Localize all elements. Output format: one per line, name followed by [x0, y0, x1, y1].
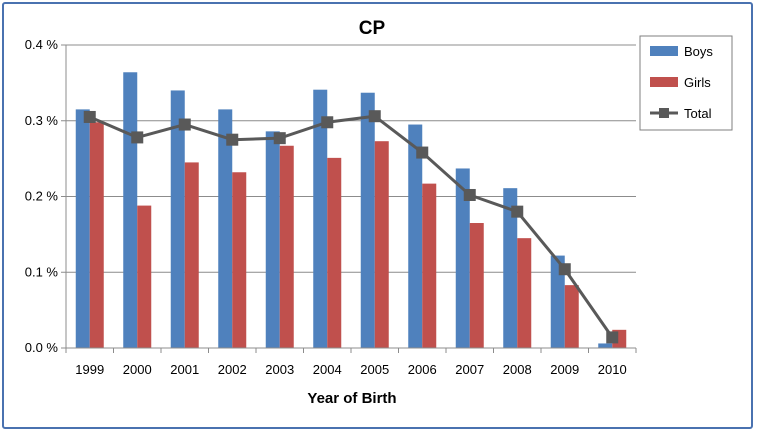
marker-total [606, 331, 619, 344]
x-tick-label: 1999 [75, 362, 104, 377]
y-tick-label: 0.1 % [25, 264, 59, 279]
bars [75, 72, 627, 349]
x-tick-label: 2001 [170, 362, 199, 377]
bar-girls [184, 162, 199, 348]
total-line [83, 110, 619, 344]
bar-boys [360, 92, 375, 348]
bar-girls [232, 172, 247, 348]
marker-total [321, 116, 334, 129]
marker-total [558, 263, 571, 276]
y-tick-label: 0.4 % [25, 37, 59, 52]
x-tick-label: 2007 [455, 362, 484, 377]
bar-girls [89, 122, 104, 348]
marker-total [368, 110, 381, 123]
bar-girls [469, 223, 484, 348]
chart-title: CP [359, 18, 386, 39]
bar-girls [517, 238, 532, 348]
y-tick-label: 0.3 % [25, 113, 59, 128]
y-axis: 0.0 % 0.1 % 0.2 % 0.3 % 0.4 % [25, 37, 67, 355]
bar-boys [170, 90, 185, 348]
legend-marker-total [659, 108, 669, 118]
bar-boys [123, 72, 138, 349]
legend: Boys Girls Total [639, 35, 733, 131]
x-tick-label: 2000 [123, 362, 152, 377]
bar-boys [598, 343, 613, 348]
bar-boys [75, 109, 90, 348]
x-tick-label: 2008 [503, 362, 532, 377]
x-tick-label: 2006 [408, 362, 437, 377]
marker-total [416, 146, 429, 159]
line-total [89, 114, 614, 339]
x-tick-label: 2004 [313, 362, 342, 377]
marker-total [226, 133, 239, 146]
x-tick-label: 2005 [360, 362, 389, 377]
legend-label-girls: Girls [684, 75, 711, 90]
x-tick-label: 2002 [218, 362, 247, 377]
bar-boys [218, 109, 233, 348]
bar-girls [137, 205, 152, 348]
bar-girls [327, 157, 342, 348]
marker-total [463, 188, 476, 201]
gridlines [66, 44, 636, 349]
bar-boys [550, 255, 565, 348]
y-tick-label: 0.2 % [25, 189, 59, 204]
bar-boys [265, 131, 280, 348]
x-tick-label: 2009 [550, 362, 579, 377]
legend-swatch-girls [650, 77, 678, 87]
bar-boys [503, 188, 518, 348]
bar-girls [564, 285, 579, 348]
x-axis: 1999 2000 2001 2002 2003 2004 2005 2006 2007 2008… [65, 347, 637, 377]
bar-girls [374, 141, 389, 348]
bar-boys [455, 168, 470, 348]
legend-swatch-boys [650, 46, 678, 56]
marker-total [178, 118, 191, 131]
bar-girls [422, 183, 437, 348]
x-tick-label: 2003 [265, 362, 294, 377]
bar-boys [313, 89, 328, 348]
legend-label-boys: Boys [684, 44, 713, 59]
x-axis-title: Year of Birth [307, 390, 396, 407]
x-tick-label: 2010 [598, 362, 627, 377]
bar-girls [279, 145, 294, 348]
legend-label-total: Total [684, 106, 712, 121]
marker-total [273, 132, 286, 145]
marker-total [511, 205, 524, 218]
marker-total [83, 110, 96, 123]
marker-total [131, 131, 144, 144]
y-tick-label: 0.0 % [25, 340, 59, 355]
bar-boys [408, 124, 423, 348]
